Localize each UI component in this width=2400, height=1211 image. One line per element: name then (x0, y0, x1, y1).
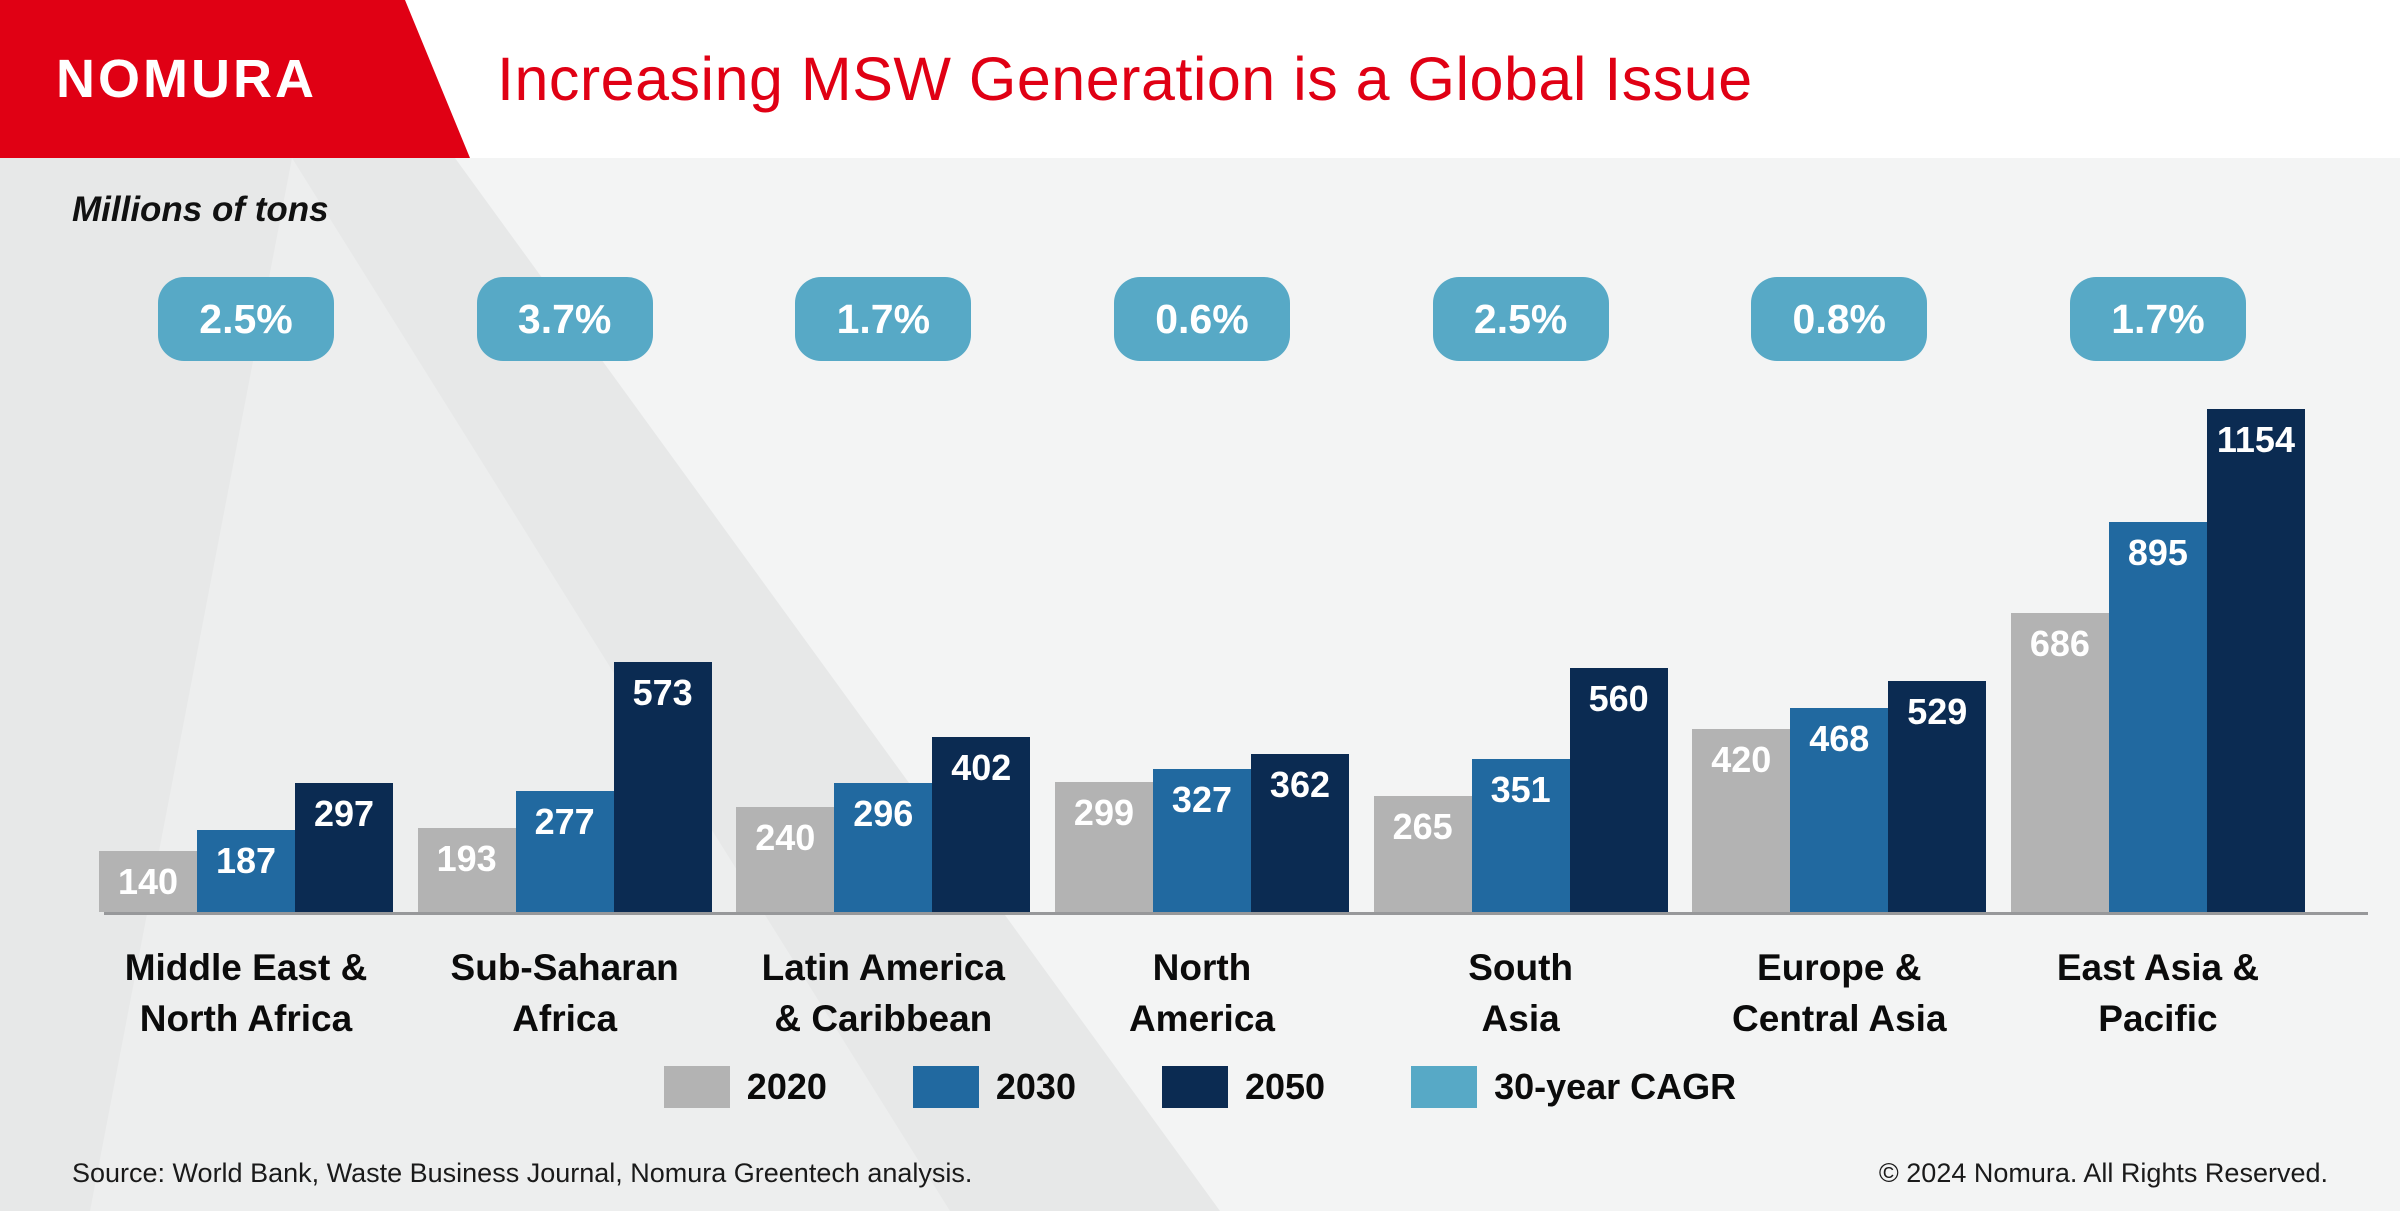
bar-value: 327 (1171, 779, 1232, 820)
bar-value: 402 (951, 747, 1012, 788)
bar-2020-south-asia: 265 (1373, 796, 1472, 912)
bar-group: 140 187 297 (99, 408, 393, 912)
units-label: Millions of tons (72, 190, 329, 229)
x-axis-line (104, 912, 2368, 915)
bar-value: 1154 (2216, 419, 2295, 460)
legend-swatch-2030 (912, 1066, 979, 1108)
legend-label: 2020 (746, 1066, 827, 1107)
region-group-latin-america-caribbean: 1.7% 240 296 402 Latin America & Caribbean (736, 277, 1031, 1044)
region-label-south-asia: South Asia (1468, 947, 1574, 1040)
legend-swatch-2050 (1161, 1066, 1228, 1108)
bar-value: 297 (313, 793, 375, 834)
bar-2050-europe-central-asia: 529 (1888, 681, 1987, 912)
slide-header: NOMURA Increasing MSW Generation is a Gl… (0, 0, 2400, 158)
bar-2030-middle-east-north-africa: 187 (197, 830, 295, 912)
bar-value: 362 (1269, 764, 1330, 805)
bar-value: 529 (1907, 691, 1968, 732)
source-note: Source: World Bank, Waste Business Journ… (72, 1158, 973, 1188)
footer: Source: World Bank, Waste Business Journ… (72, 1158, 2328, 1189)
bar-group: 686 895 1154 (2010, 408, 2305, 912)
bar-value: 187 (215, 840, 277, 881)
bar-group: 299 327 362 (1054, 408, 1349, 912)
bar-2020-europe-central-asia: 420 (1692, 729, 1791, 912)
bar-2030-europe-central-asia: 468 (1790, 708, 1889, 912)
region-group-europe-central-asia: 0.8% 420 468 529 Europe & Central Asia (1692, 277, 1987, 1044)
bar-value: 240 (755, 817, 816, 858)
bar-group: 240 296 402 (736, 408, 1031, 912)
legend-label: 30-year CAGR (1494, 1066, 1737, 1107)
bar-group: 265 351 560 (1373, 408, 1668, 912)
bar-value: 299 (1073, 792, 1134, 833)
legend-item-2020: 2020 (663, 1066, 827, 1108)
legend-label: 2030 (995, 1066, 1076, 1107)
bar-group: 193 277 573 (417, 408, 712, 912)
bar-2030-north-america: 327 (1152, 769, 1251, 912)
bar-group: 420 468 529 (1692, 408, 1987, 912)
bar-2030-sub-saharan-africa: 277 (515, 791, 614, 912)
region-label-latin-america-caribbean: Latin America & Caribbean (761, 947, 1005, 1040)
legend-item-2030: 2030 (912, 1066, 1076, 1108)
cagr-badge-latin-america-caribbean: 1.7% (795, 277, 972, 361)
bar-value: 265 (1392, 806, 1453, 847)
bar-value: 468 (1809, 718, 1870, 759)
bar-2020-latin-america-caribbean: 240 (736, 807, 835, 912)
region-group-north-america: 0.6% 299 327 362 North America (1054, 277, 1349, 1044)
bar-value: 560 (1588, 678, 1649, 719)
legend-label: 2050 (1244, 1066, 1326, 1107)
cagr-badge-europe-central-asia: 0.8% (1751, 277, 1928, 361)
bar-2050-latin-america-caribbean: 402 (932, 737, 1031, 912)
legend-swatch-30-year-cagr (1411, 1066, 1478, 1108)
bar-2050-sub-saharan-africa: 573 (613, 662, 712, 912)
bar-2030-latin-america-caribbean: 296 (834, 783, 933, 912)
bar-chart: 2.5% 140 187 297 Middle East & North Africa 3.… (99, 277, 2305, 1044)
legend-swatch-2020 (663, 1066, 730, 1108)
bar-value: 686 (2029, 623, 2090, 664)
bar-2020-north-america: 299 (1054, 782, 1153, 912)
region-label-north-america: North America (1128, 947, 1275, 1040)
bar-value: 573 (632, 672, 693, 713)
region-group-south-asia: 2.5% 265 351 560 South Asia (1373, 277, 1668, 1044)
cagr-badge-middle-east-north-africa: 2.5% (158, 277, 334, 361)
bar-2050-north-america: 362 (1250, 754, 1349, 912)
nomura-logo-text: NOMURA (56, 49, 317, 109)
chart-canvas: Millions of tons 2.5% 140 187 297 Middle Eas… (0, 158, 2400, 1211)
bar-value: 351 (1490, 769, 1551, 810)
bar-value: 895 (2127, 532, 2188, 573)
nomura-logo: NOMURA (0, 0, 470, 158)
cagr-badge-south-asia: 2.5% (1432, 277, 1609, 361)
cagr-badge-east-asia-pacific: 1.7% (2069, 277, 2246, 361)
copyright-note: © 2024 Nomura. All Rights Reserved. (1878, 1158, 2328, 1188)
bar-value: 140 (117, 861, 179, 902)
legend-item-30-year-cagr: 30-year CAGR (1411, 1066, 1736, 1108)
bar-2030-east-asia-pacific: 895 (2108, 522, 2207, 912)
region-label-sub-saharan-africa: Sub-Saharan Africa (450, 947, 679, 1040)
bar-2030-south-asia: 351 (1471, 759, 1570, 912)
legend: 2020 2030 2050 30-year CAGR (0, 1066, 2400, 1108)
page-title: Increasing MSW Generation is a Global Is… (497, 45, 1753, 113)
region-group-middle-east-north-africa: 2.5% 140 187 297 Middle East & North Africa (99, 277, 393, 1044)
bar-2020-east-asia-pacific: 686 (2010, 613, 2109, 912)
cagr-badge-north-america: 0.6% (1113, 277, 1290, 361)
bar-2020-sub-saharan-africa: 193 (417, 828, 516, 912)
region-label-middle-east-north-africa: Middle East & North Africa (124, 947, 368, 1040)
bar-value: 296 (853, 793, 914, 834)
bar-value: 193 (436, 838, 497, 879)
region-label-east-asia-pacific: East Asia & Pacific (2056, 947, 2260, 1040)
bar-value: 420 (1711, 739, 1772, 780)
cagr-badge-sub-saharan-africa: 3.7% (476, 277, 653, 361)
region-group-east-asia-pacific: 1.7% 686 895 1154 East Asia & Pacific (2010, 277, 2305, 1044)
bar-value: 277 (534, 801, 595, 842)
region-group-sub-saharan-africa: 3.7% 193 277 573 Sub-Saharan Africa (417, 277, 712, 1044)
bar-2050-south-asia: 560 (1569, 668, 1668, 912)
region-label-europe-central-asia: Europe & Central Asia (1732, 947, 1947, 1040)
bar-2050-middle-east-north-africa: 297 (295, 783, 393, 912)
bar-2020-middle-east-north-africa: 140 (99, 851, 197, 912)
legend-item-2050: 2050 (1161, 1066, 1326, 1108)
bar-2050-east-asia-pacific: 1154 (2206, 409, 2305, 912)
